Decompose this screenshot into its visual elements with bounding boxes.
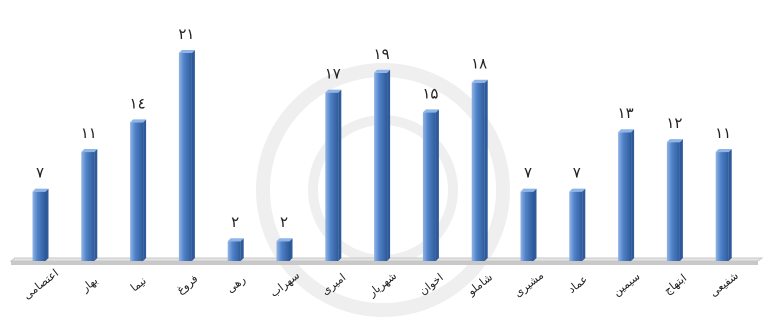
bar-front: [520, 191, 534, 261]
category-label: مشیری: [512, 269, 547, 300]
bar-front: [32, 191, 46, 261]
bar-front: [130, 122, 144, 261]
bar-side: [631, 129, 635, 261]
category-labels-group: اعتصامی بهار نیما فروغ رهی سهراب امیری شهریار اخ…: [21, 267, 741, 302]
bar-front: [422, 112, 436, 261]
category-label: بهار: [78, 274, 100, 295]
value-label: ۷: [573, 164, 581, 182]
category-label: اعتصامی: [21, 267, 61, 302]
bar-top: [227, 238, 244, 242]
bar-side: [435, 109, 439, 261]
bar: [520, 188, 537, 261]
bar-front: [325, 92, 339, 261]
bar-side: [484, 79, 488, 261]
category-label: عماد: [565, 273, 590, 296]
category-label: سهراب: [268, 269, 303, 300]
bar-front: [666, 142, 680, 261]
bar: [178, 50, 195, 261]
bar-side: [191, 50, 195, 261]
value-labels-group: ۷ ۱۱ ۱٤ ۲۱ ۲ ۲ ۱۷ ۱۹ ۱۵ ۱۸ ۷ ۷ ۱۳ ۱۲ ۱۱: [36, 25, 731, 231]
bar: [715, 149, 732, 261]
category-label: شهریار: [365, 269, 399, 300]
category-label: رهی: [224, 273, 248, 296]
value-label: ۱۹: [374, 45, 390, 63]
bar: [422, 109, 439, 261]
bar: [276, 238, 293, 261]
bar-top: [81, 149, 98, 153]
bar-top: [130, 119, 147, 123]
bar-side: [45, 188, 49, 261]
bar-side: [240, 238, 244, 261]
bar-top: [178, 50, 195, 53]
value-label: ۱٤: [130, 94, 146, 112]
bar-front: [618, 132, 632, 261]
bars-group: [32, 50, 732, 261]
bar-front: [276, 241, 290, 261]
value-label: ۱۸: [471, 55, 487, 73]
bar-front: [715, 152, 729, 261]
bar: [374, 69, 391, 261]
bar-side: [94, 149, 98, 261]
bar: [325, 89, 342, 261]
bar-side: [533, 188, 537, 261]
bar-side: [728, 149, 732, 261]
bar-front: [227, 241, 241, 261]
bar: [130, 119, 147, 261]
category-label: ابتهاج: [661, 271, 689, 297]
bar: [569, 188, 586, 261]
bar-top: [618, 129, 635, 133]
bar: [618, 129, 635, 261]
value-label: ۱۵: [422, 84, 438, 102]
bar-front: [81, 152, 95, 261]
bar-top: [666, 139, 683, 143]
category-label: نیما: [128, 274, 149, 294]
category-label: فروغ: [174, 272, 200, 297]
value-label: ۲: [280, 213, 288, 231]
bar-front: [471, 82, 485, 261]
bar: [227, 238, 244, 261]
bar-top: [32, 188, 49, 192]
value-label: ۱۱: [715, 124, 731, 142]
bar-side: [143, 119, 147, 261]
bar-top: [374, 69, 391, 73]
category-label: شفیعی: [707, 269, 741, 299]
bar-top: [276, 238, 293, 242]
value-label: ۱۷: [325, 65, 341, 83]
value-label: ۷: [524, 164, 532, 182]
value-label: ۱۱: [81, 124, 97, 142]
bar-side: [582, 188, 586, 261]
bar-side: [387, 69, 391, 261]
bar: [81, 149, 98, 261]
value-label: ۱۲: [666, 114, 682, 132]
bar-top: [471, 79, 488, 83]
bar-side: [289, 238, 293, 261]
value-label: ۲۱: [178, 25, 194, 43]
bar: [666, 139, 683, 261]
bar-top: [520, 188, 537, 192]
value-label: ۲: [231, 213, 239, 231]
category-label: سیمین: [610, 270, 642, 299]
value-label: ۷: [36, 164, 44, 182]
bar: [471, 79, 488, 261]
bar-front: [569, 191, 583, 261]
bar-top: [715, 149, 732, 153]
bar: [32, 188, 49, 261]
bar-side: [338, 89, 342, 261]
bar-front: [374, 72, 388, 261]
value-label: ۱۳: [618, 104, 634, 122]
bar-top: [422, 109, 439, 113]
floor-front: [11, 261, 758, 265]
bar-top: [325, 89, 342, 93]
bar-top: [569, 188, 586, 192]
bar-front: [178, 53, 192, 261]
bar-side: [679, 139, 683, 261]
